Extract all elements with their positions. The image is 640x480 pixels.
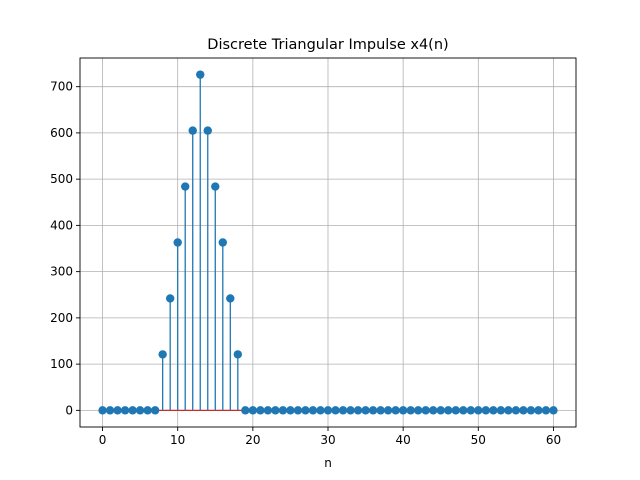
stem-marker (105, 406, 115, 415)
grid-layer (80, 58, 576, 427)
stem-marker (323, 406, 333, 415)
y-tick-label: 300 (50, 265, 73, 279)
stem-marker (391, 406, 400, 415)
x-axis-label: n (324, 456, 332, 470)
y-tick-label: 700 (50, 80, 73, 94)
stem-marker (489, 406, 498, 415)
stem-marker (361, 406, 370, 415)
stem-marker (459, 406, 468, 415)
stem-marker (383, 406, 393, 415)
stem-marker (549, 406, 558, 415)
stem-marker (286, 406, 295, 415)
stem-marker (113, 406, 122, 415)
stem-marker (346, 406, 355, 415)
stem-marker (188, 126, 197, 135)
x-tick-label: 40 (396, 433, 411, 447)
stem-layer (98, 70, 558, 415)
stem-marker (511, 406, 521, 415)
y-tick-label: 100 (50, 357, 73, 371)
y-tick-label: 600 (50, 126, 73, 140)
stem-marker (429, 406, 438, 415)
stem-marker (173, 238, 182, 247)
y-tick-label: 400 (50, 218, 73, 232)
stem-marker (278, 406, 288, 415)
y-tick-label: 0 (65, 403, 73, 417)
y-tick-label: 200 (50, 311, 73, 325)
stem-marker (444, 406, 453, 415)
stem-marker (233, 350, 243, 359)
stem-marker (196, 70, 205, 79)
stem-marker (135, 406, 145, 415)
stem-marker (241, 406, 250, 415)
stem-marker (421, 406, 430, 415)
chart-title: Discrete Triangular Impulse x4(n) (207, 37, 448, 53)
stem-marker (481, 406, 491, 415)
stem-marker (534, 406, 543, 415)
stem-marker (218, 238, 227, 247)
stem-marker (181, 182, 190, 191)
x-tick-label: 20 (245, 433, 260, 447)
stem-marker (474, 406, 483, 415)
stem-marker (368, 406, 378, 415)
x-tick-label: 60 (546, 433, 561, 447)
stem-marker (226, 294, 235, 303)
stem-marker (120, 406, 130, 415)
stem-marker (398, 406, 408, 415)
x-tick-label: 30 (320, 433, 335, 447)
stem-marker (263, 406, 273, 415)
stem-marker (331, 406, 340, 415)
x-tick-label: 0 (99, 433, 107, 447)
stem-marker (150, 406, 160, 415)
x-tick-label: 10 (170, 433, 185, 447)
stem-marker (143, 406, 152, 415)
stem-marker (406, 406, 415, 415)
stem-marker (256, 406, 265, 415)
stem-marker (466, 406, 475, 415)
stem-marker (203, 126, 212, 135)
stem-marker (158, 350, 167, 359)
stem-marker (451, 406, 460, 415)
stem-marker (353, 406, 363, 415)
stem-marker (338, 406, 348, 415)
stem-marker (293, 406, 303, 415)
stem-marker (316, 406, 325, 415)
stem-marker (526, 406, 536, 415)
y-tick-label: 500 (50, 172, 73, 186)
stem-marker (98, 406, 107, 415)
stem-marker (308, 406, 318, 415)
stem-marker (376, 406, 385, 415)
stem-marker (436, 406, 445, 415)
stem-marker (271, 406, 280, 415)
stem-marker (541, 406, 551, 415)
stem-marker (519, 406, 528, 415)
stem-marker (413, 406, 423, 415)
stem-marker (504, 406, 513, 415)
stem-marker (301, 406, 310, 415)
stem-marker (128, 406, 137, 415)
x-tick-label: 50 (471, 433, 486, 447)
stem-marker (248, 406, 258, 415)
stem-marker (496, 406, 506, 415)
stem-marker (165, 294, 175, 303)
stem-marker (211, 182, 220, 191)
